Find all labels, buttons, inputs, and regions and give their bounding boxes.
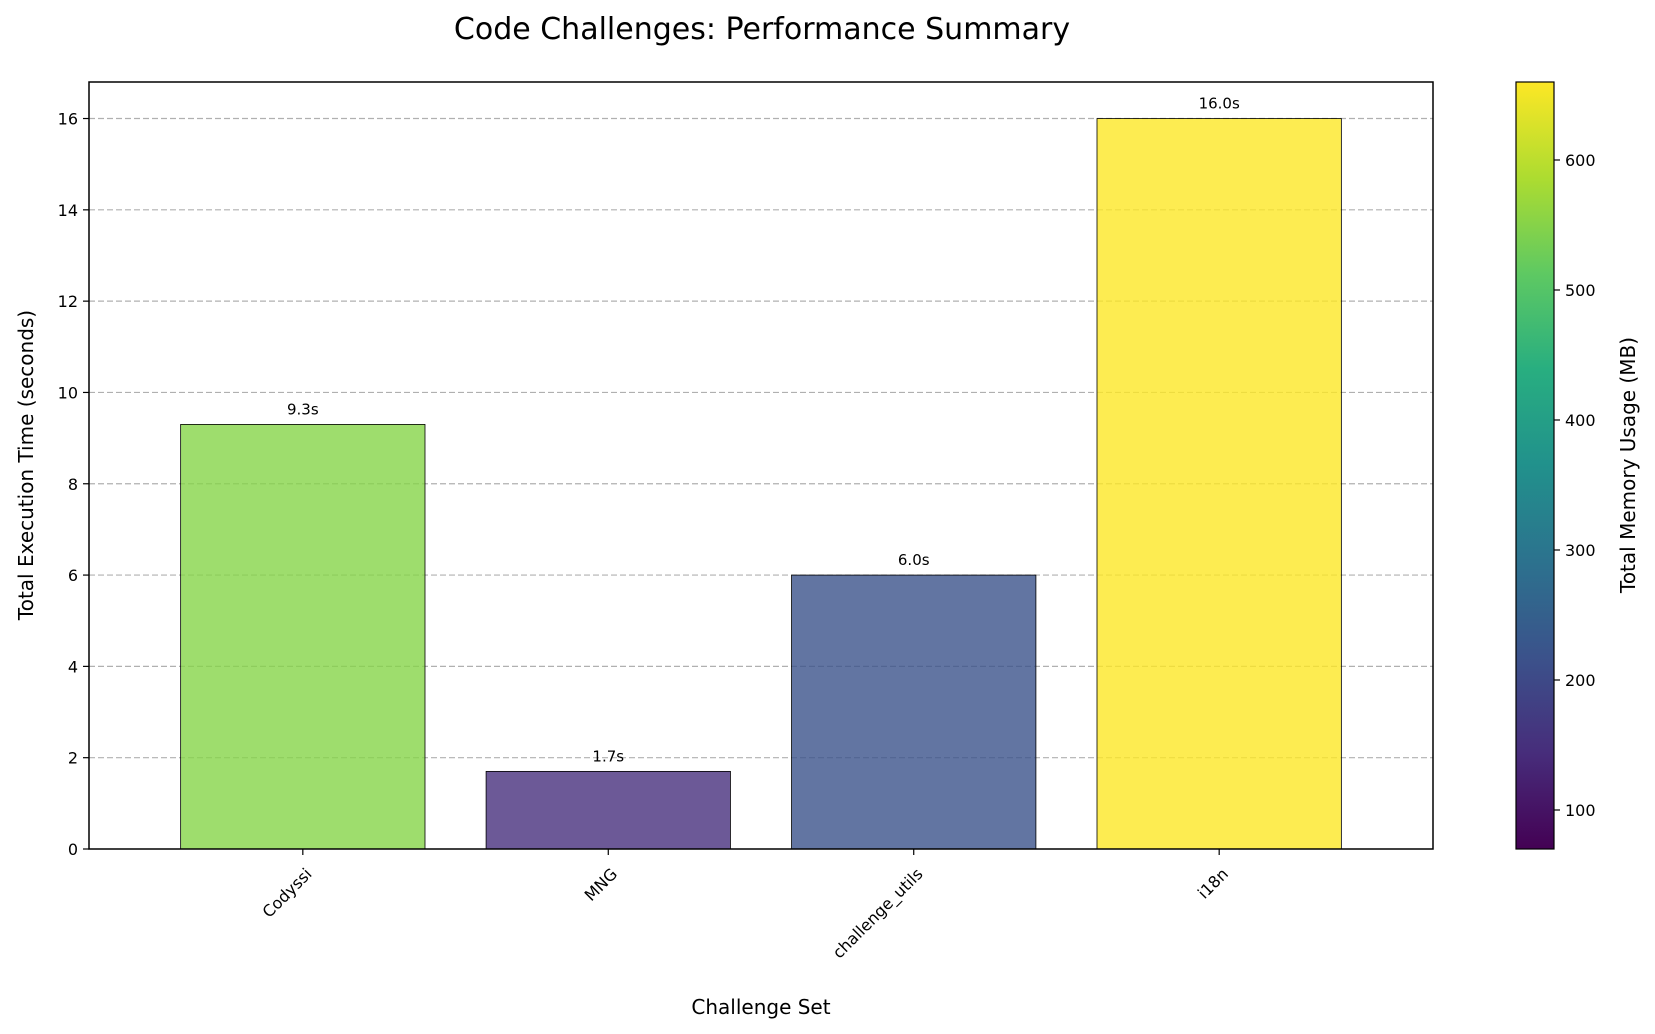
bar-MNG: [485, 770, 731, 850]
colorbar-label: Total Memory Usage (MB): [1616, 337, 1640, 594]
bar-i18n: [1096, 118, 1342, 850]
x-axis-label: Challenge Set: [691, 995, 830, 1019]
chart-title: Code Challenges: Performance Summary: [454, 12, 1070, 47]
y-axis-label: Total Execution Time (seconds): [14, 310, 38, 621]
data-label: 9.3s: [287, 400, 319, 418]
bars: [180, 118, 1342, 850]
x-tick-label: Codyssi: [259, 864, 316, 921]
colorbar-gradient: [1515, 81, 1555, 850]
bar-challenge_utils: [791, 574, 1037, 850]
data-label: 1.7s: [592, 747, 624, 765]
y-tick-label: 8: [68, 475, 78, 494]
colorbar-tick-label: 100: [1565, 801, 1596, 820]
y-tick-label: 12: [58, 292, 78, 311]
y-tick-label: 14: [58, 201, 78, 220]
x-tick-label: MNG: [581, 864, 621, 904]
colorbar-ticks: 100 200 300 400 500 600: [1554, 151, 1596, 820]
x-axis-ticks: Codyssi MNG challenge_utils i18n: [259, 849, 1232, 963]
colorbar-tick-label: 500: [1565, 281, 1596, 300]
data-label: 16.0s: [1199, 95, 1240, 113]
bar-Codyssi: [180, 424, 426, 850]
x-tick-label: challenge_utils: [829, 864, 927, 962]
y-tick-label: 2: [68, 749, 78, 768]
x-tick-label: i18n: [1194, 864, 1232, 902]
colorbar-tick-label: 400: [1565, 411, 1596, 430]
colorbar-tick-label: 300: [1565, 541, 1596, 560]
colorbar-tick-label: 600: [1565, 151, 1596, 170]
data-label: 6.0s: [898, 551, 930, 569]
data-labels: 9.3s 1.7s 6.0s 16.0s: [287, 95, 1240, 766]
y-tick-label: 16: [58, 110, 78, 129]
colorbar: 100 200 300 400 500 600 Total Memory Usage (M…: [1515, 81, 1640, 850]
y-tick-label: 4: [68, 657, 78, 676]
y-tick-label: 6: [68, 566, 78, 585]
colorbar-tick-label: 200: [1565, 671, 1596, 690]
y-tick-label: 0: [68, 840, 78, 859]
y-tick-label: 10: [58, 383, 78, 402]
plot-frame: [88, 81, 1434, 850]
y-axis-ticks: 0 2 4 6 8 10 12 14 16: [58, 110, 89, 859]
